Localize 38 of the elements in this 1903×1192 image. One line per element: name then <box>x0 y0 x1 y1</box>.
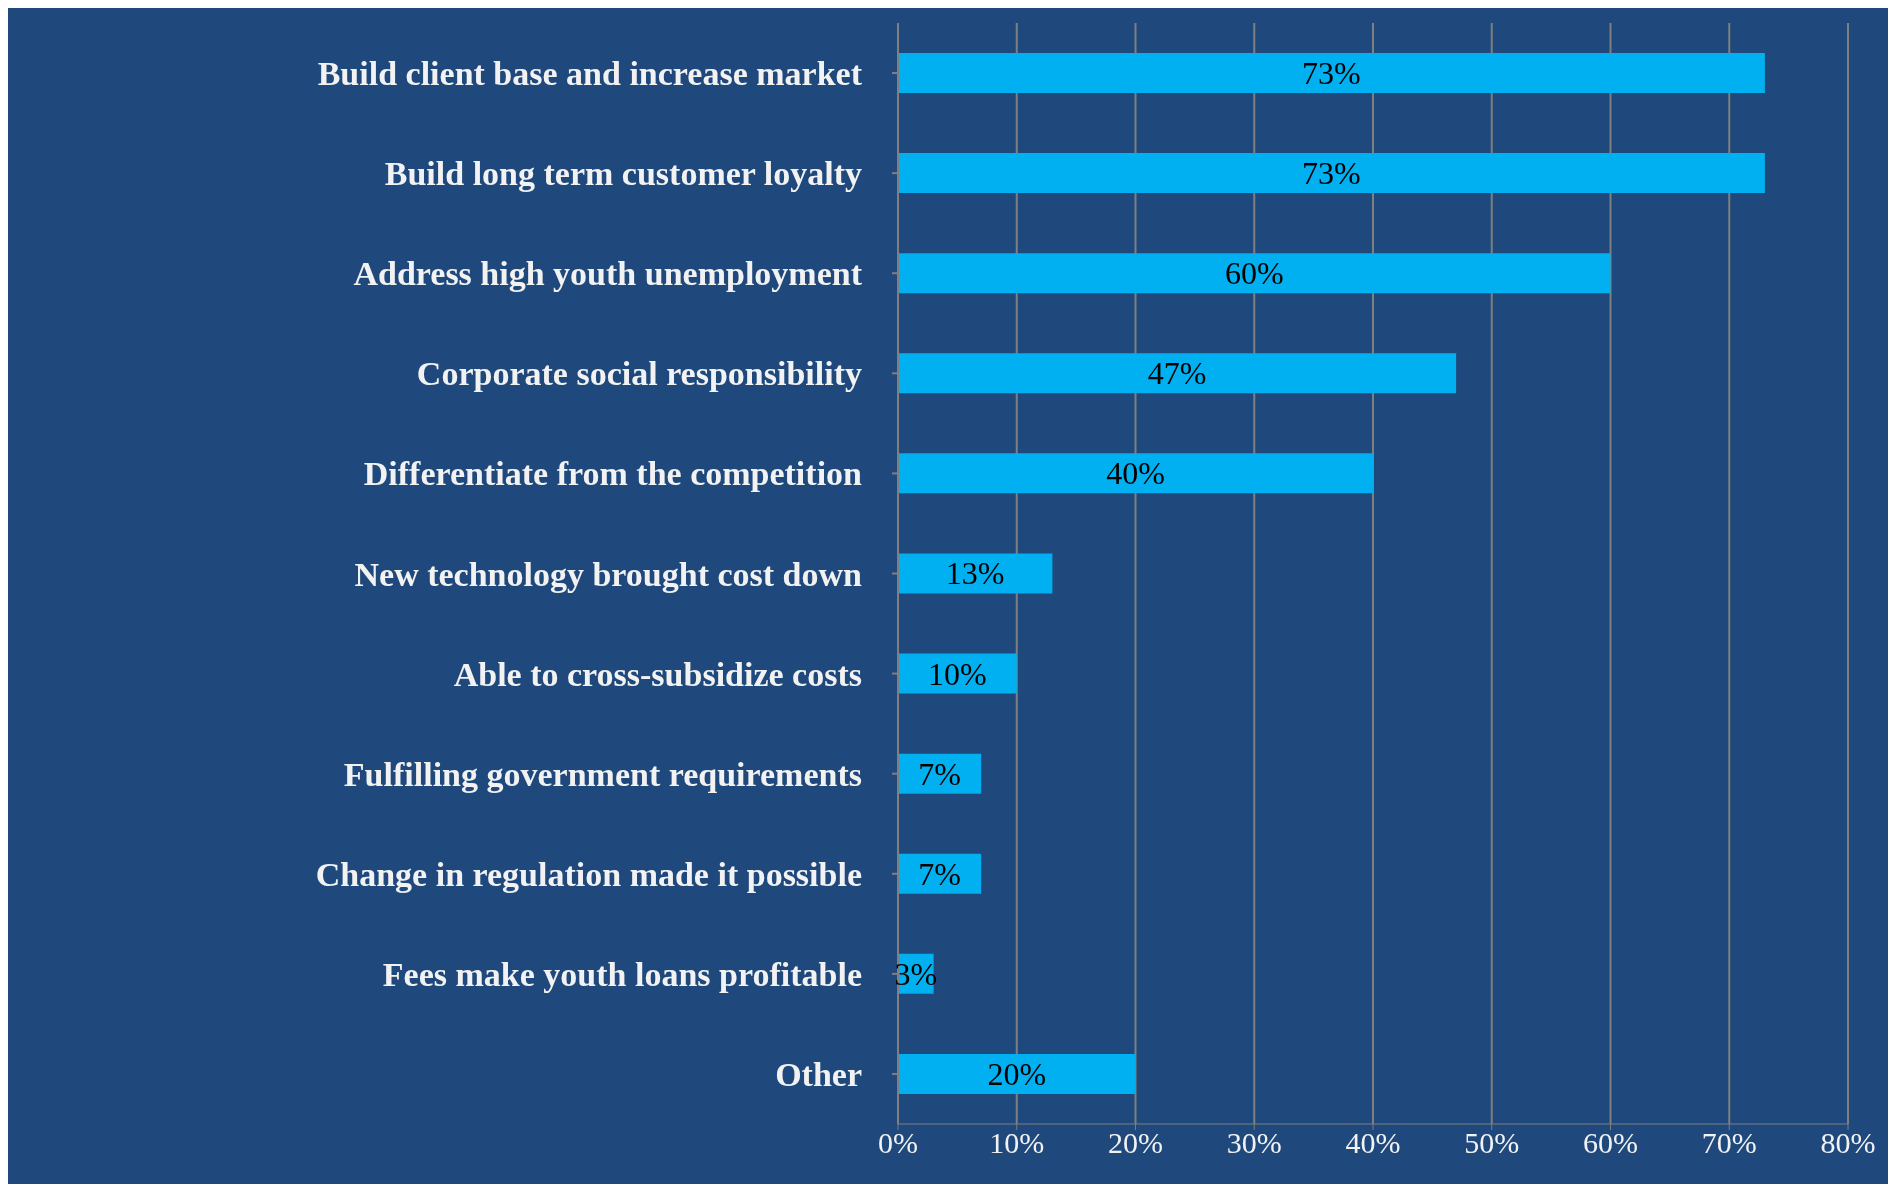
y-tick-label: Address high youth unemployment <box>353 255 863 293</box>
x-tick-label: 10% <box>989 1126 1045 1160</box>
bar <box>898 453 1373 494</box>
x-tick-label: 20% <box>1108 1126 1163 1160</box>
data-label: 47% <box>1147 355 1207 392</box>
x-tick-label: 80% <box>1820 1126 1876 1160</box>
x-tick-label: 0% <box>878 1126 918 1160</box>
bar <box>898 353 1457 394</box>
y-tick-label: Change in regulation made it possible <box>315 855 862 893</box>
y-tick-label: Corporate social responsibility <box>416 355 862 393</box>
data-label: 73% <box>1302 55 1361 91</box>
y-tick-label: Build client base and increase market <box>317 55 863 93</box>
data-label: 3% <box>894 955 938 992</box>
data-label: 40% <box>1106 455 1165 492</box>
data-label: 20% <box>987 1055 1047 1092</box>
y-tick-label: Differentiate from the competition <box>363 455 863 493</box>
data-label: 7% <box>918 755 961 792</box>
bar <box>898 553 1053 594</box>
bar <box>898 153 1765 194</box>
y-tick-label: Fees make youth loans profitable <box>382 955 862 993</box>
x-tick-label: 30% <box>1226 1126 1282 1160</box>
x-tick-label: 70% <box>1701 1126 1757 1160</box>
data-label: 73% <box>1302 155 1361 192</box>
x-tick-label: 60% <box>1583 1126 1638 1160</box>
y-tick-label: Other <box>775 1056 862 1094</box>
x-tick-label: 50% <box>1464 1126 1520 1160</box>
bar <box>898 1053 1136 1094</box>
y-tick-label: Able to cross-subsidize costs <box>453 655 862 693</box>
x-tick-label: 40% <box>1345 1126 1401 1160</box>
data-label: 60% <box>1224 255 1284 292</box>
data-label: 7% <box>918 855 961 892</box>
bar <box>898 253 1611 294</box>
bar <box>898 53 1765 93</box>
y-tick-label: Fulfilling government requirements <box>343 755 862 793</box>
data-label: 10% <box>928 655 987 692</box>
data-label: 13% <box>945 555 1005 592</box>
y-tick-label: Build long term customer loyalty <box>384 155 862 193</box>
y-tick-label: New technology brought cost down <box>354 555 863 593</box>
